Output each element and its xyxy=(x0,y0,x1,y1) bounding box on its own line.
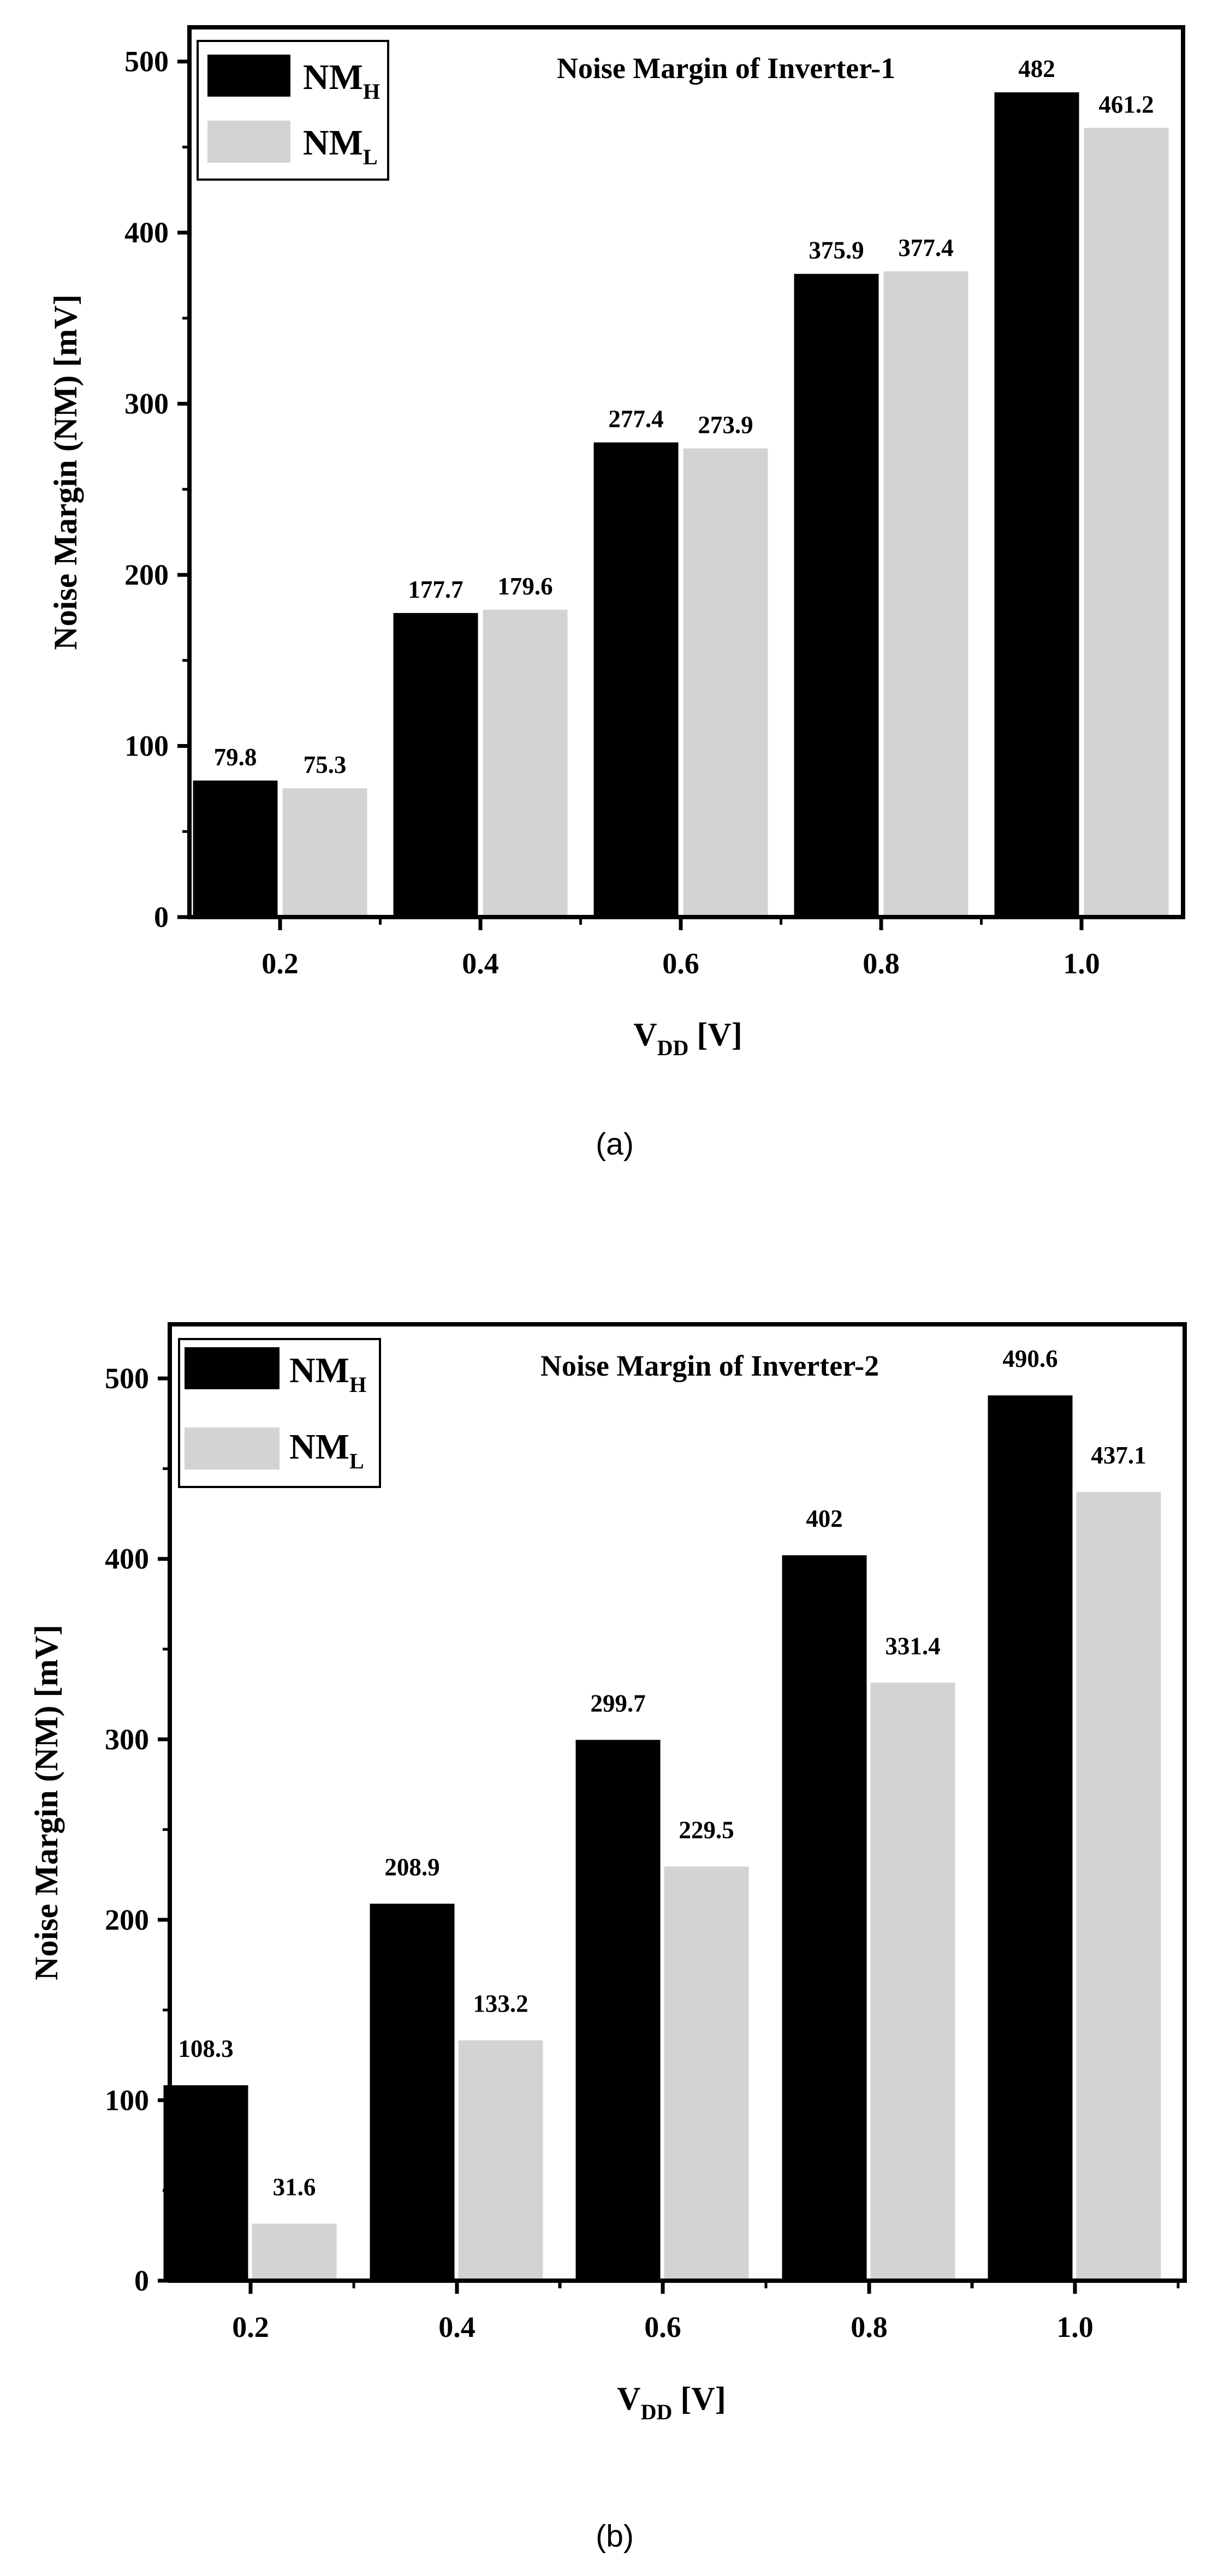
value-label: 402 xyxy=(806,1505,843,1532)
y-tick-label: 200 xyxy=(124,558,169,591)
y-tick-label: 0 xyxy=(154,901,169,933)
value-label: 208.9 xyxy=(384,1853,439,1881)
bar-nml-4 xyxy=(1076,1492,1161,2281)
x-tick-label: 0.6 xyxy=(644,2311,681,2343)
bar-nmh-1 xyxy=(393,612,478,917)
legend-swatch-nml xyxy=(185,1427,280,1470)
value-label: 177.7 xyxy=(408,576,463,603)
value-label: 133.2 xyxy=(473,1990,528,2018)
x-tick-label: 0.2 xyxy=(262,947,299,980)
value-label: 461.2 xyxy=(1098,91,1154,118)
y-axis-label: Noise Margin (NM) [mV] xyxy=(47,294,84,650)
bar-nml-2 xyxy=(664,1866,749,2281)
legend-swatch-nmh xyxy=(185,1347,280,1389)
panel-caption: (a) xyxy=(596,1127,634,1162)
value-label: 179.6 xyxy=(497,573,552,600)
bar-nml-3 xyxy=(883,271,968,918)
panel-caption: (b) xyxy=(596,2519,634,2554)
x-axis-label-sub: DD xyxy=(657,1036,689,1060)
value-label: 331.4 xyxy=(885,1633,940,1660)
legend-label-sub: H xyxy=(349,1372,366,1397)
bar-nml-0 xyxy=(252,2223,337,2281)
value-label: 273.9 xyxy=(698,411,753,438)
bar-nml-3 xyxy=(870,1682,955,2281)
x-tick-label: 0.8 xyxy=(851,2311,888,2343)
y-tick-label: 100 xyxy=(124,730,169,763)
bar-nml-4 xyxy=(1084,128,1169,917)
bar-nmh-4 xyxy=(994,92,1079,918)
y-tick-label: 300 xyxy=(105,1723,149,1756)
x-axis-label-main: V xyxy=(617,2381,640,2417)
value-label: 437.1 xyxy=(1091,1442,1146,1469)
value-label: 31.6 xyxy=(273,2174,316,2201)
x-tick-label: 0.4 xyxy=(462,947,499,980)
bar-nml-1 xyxy=(458,2040,543,2281)
value-label: 108.3 xyxy=(178,2035,233,2062)
chart-title: Noise Margin of Inverter-2 xyxy=(540,1349,879,1382)
value-label: 79.8 xyxy=(214,743,257,771)
bar-nml-0 xyxy=(282,788,367,917)
legend-label-main: NM xyxy=(303,123,363,163)
x-axis-label: VDD [V] xyxy=(633,1016,742,1060)
bar-nmh-0 xyxy=(193,780,278,917)
plot-frame xyxy=(168,1322,1187,2283)
legend-label-sub: L xyxy=(363,145,378,169)
x-axis-label-main: V xyxy=(633,1016,657,1052)
y-tick-label: 400 xyxy=(105,1543,149,1575)
x-tick-label: 0.2 xyxy=(232,2311,269,2343)
x-axis-label-unit: [V] xyxy=(688,1016,742,1052)
y-tick-label: 400 xyxy=(124,216,169,249)
plot-frame xyxy=(187,25,1185,919)
legend-label-nml: NML xyxy=(303,123,378,169)
value-label: 490.6 xyxy=(1002,1345,1057,1372)
value-label: 377.4 xyxy=(898,234,953,261)
x-axis-label-unit: [V] xyxy=(672,2381,726,2417)
y-axis-label: Noise Margin (NM) [mV] xyxy=(28,1625,64,1980)
y-tick-label: 200 xyxy=(105,1903,149,1936)
value-label: 277.4 xyxy=(608,405,663,432)
legend-label-main: NM xyxy=(303,57,363,97)
legend-label-nmh: NMH xyxy=(289,1351,366,1397)
bar-nmh-3 xyxy=(782,1555,867,2281)
bar-nmh-0 xyxy=(163,2085,248,2281)
x-tick-label: 0.4 xyxy=(438,2311,476,2343)
legend-label-sub: L xyxy=(349,1449,364,1473)
y-tick-label: 500 xyxy=(105,1362,149,1395)
y-tick-label: 0 xyxy=(134,2264,149,2297)
value-label: 229.5 xyxy=(679,1816,734,1843)
value-label: 75.3 xyxy=(304,751,347,778)
value-label: 375.9 xyxy=(809,237,864,264)
x-tick-label: 1.0 xyxy=(1063,947,1100,980)
bar-nmh-2 xyxy=(575,1740,661,2281)
y-tick-label: 100 xyxy=(105,2084,149,2116)
y-tick-label: 300 xyxy=(124,388,169,420)
x-tick-label: 0.6 xyxy=(662,947,699,980)
x-tick-label: 0.8 xyxy=(863,947,900,980)
legend-label-main: NM xyxy=(289,1351,349,1390)
bar-nml-1 xyxy=(483,610,568,917)
chart-title: Noise Margin of Inverter-1 xyxy=(557,52,895,85)
legend-swatch-nmh xyxy=(207,55,290,97)
value-label: 299.7 xyxy=(590,1689,645,1717)
legend-label-sub: H xyxy=(363,79,380,104)
chart-panel-a: 79.8 177.7 277.4 375.9 482 75.3 179.6 273.9 377.… xyxy=(47,25,1185,1162)
chart-panel-b: 108.3 208.9 299.7 402 490.6 31.6 133.2 229.5 331… xyxy=(28,1322,1187,2554)
x-tick-label: 1.0 xyxy=(1056,2311,1094,2343)
legend-label-nml: NML xyxy=(289,1427,364,1473)
x-axis-label: VDD [V] xyxy=(617,2381,726,2424)
x-axis-label-sub: DD xyxy=(641,2400,673,2424)
bar-nmh-2 xyxy=(593,442,679,917)
value-label: 482 xyxy=(1018,55,1055,82)
bar-nmh-1 xyxy=(370,1903,455,2281)
legend-label-main: NM xyxy=(289,1427,349,1467)
bar-nml-2 xyxy=(683,448,768,917)
legend-label-nmh: NMH xyxy=(303,57,380,104)
bar-nmh-3 xyxy=(794,273,879,917)
legend-swatch-nml xyxy=(207,121,290,163)
bar-nmh-4 xyxy=(988,1395,1073,2281)
y-tick-label: 500 xyxy=(124,45,169,78)
